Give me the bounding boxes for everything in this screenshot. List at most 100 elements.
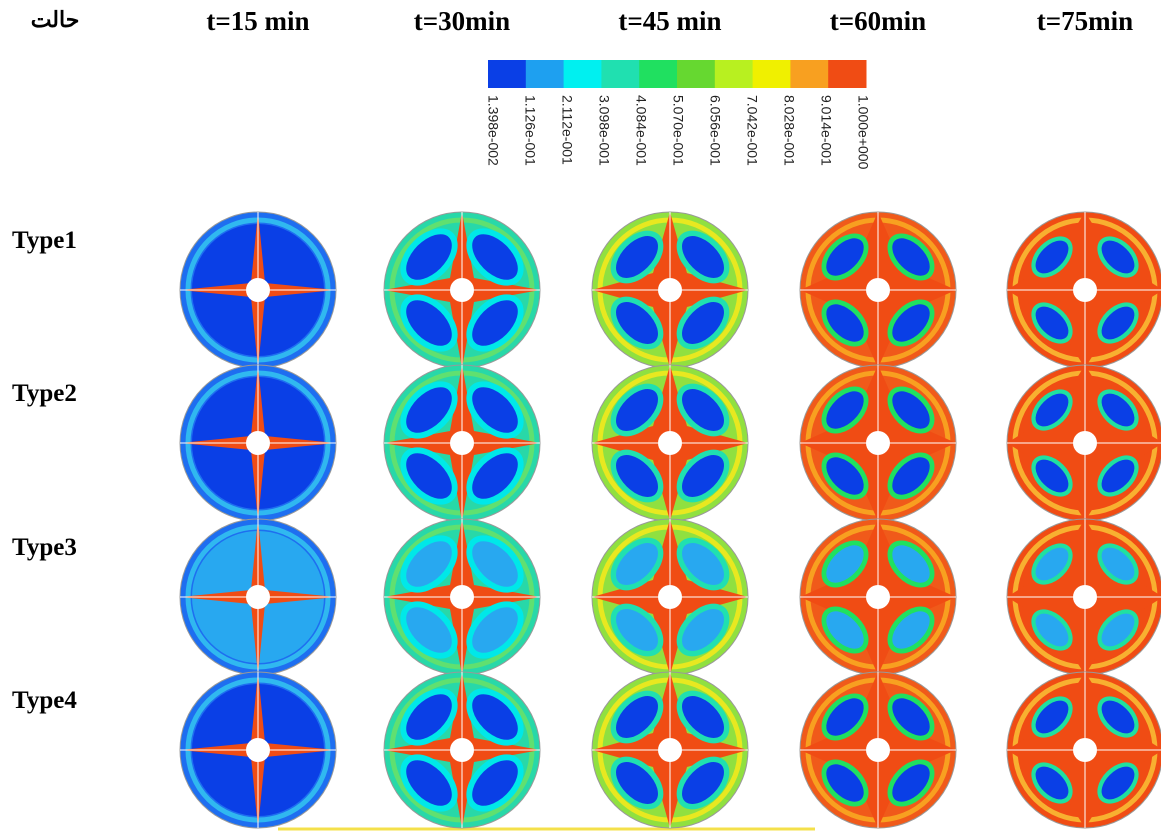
lobe (1101, 613, 1135, 647)
hole (1073, 585, 1097, 609)
column-header: t=45 min (618, 6, 721, 36)
hole (658, 585, 682, 609)
lobe (616, 389, 658, 431)
contour-disk (1006, 518, 1161, 676)
contour-disk (799, 211, 957, 369)
lobe (472, 387, 518, 433)
lobe (1101, 459, 1135, 493)
lobe (1035, 700, 1069, 734)
lobe (892, 304, 930, 342)
colorbar-label: 7.042e-001 (744, 95, 760, 166)
colorbar-label: 1.000e+000 (855, 95, 871, 170)
hole (246, 585, 270, 609)
lobe (472, 234, 518, 280)
colorbar-cell (714, 60, 754, 88)
row-label: Type4 (12, 687, 77, 714)
lobe (406, 694, 452, 740)
contour-disk (591, 211, 749, 369)
colorbar-cell (790, 60, 829, 88)
lobe (1101, 240, 1135, 274)
hole (866, 585, 890, 609)
contour-disk (799, 364, 957, 522)
colorbar-cell (525, 60, 565, 88)
lobe (1035, 547, 1069, 581)
lobe (682, 236, 724, 278)
lobe (1101, 700, 1135, 734)
lobe (1035, 459, 1069, 493)
lobe (892, 764, 930, 802)
hole (866, 278, 890, 302)
lobe (826, 457, 864, 495)
contour-disk (383, 671, 541, 829)
column-header: t=30min (414, 6, 510, 36)
contour-disk (179, 518, 337, 676)
lobe (682, 543, 724, 585)
contour-disk (1006, 211, 1161, 369)
lobe (472, 300, 518, 346)
lobe (1101, 393, 1135, 427)
contour-disk (591, 518, 749, 676)
colorbar-cell (639, 60, 678, 88)
lobe (1101, 766, 1135, 800)
contour-disk (1006, 671, 1161, 829)
lobe (406, 541, 452, 587)
colorbar-label: 6.056e-001 (707, 95, 723, 166)
lobe (892, 611, 930, 649)
hole (450, 278, 474, 302)
lobe (1101, 547, 1135, 581)
lobe (682, 696, 724, 738)
lobe (472, 607, 518, 653)
lobe (892, 391, 930, 429)
lobe (472, 541, 518, 587)
lobe (472, 694, 518, 740)
lobe (826, 764, 864, 802)
contour-disk (1006, 364, 1161, 522)
lobe (892, 238, 930, 276)
lobe (1035, 613, 1069, 647)
lobe (826, 238, 864, 276)
lobe (616, 543, 658, 585)
lobe (616, 302, 658, 344)
lobe (1035, 393, 1069, 427)
lobe (826, 698, 864, 736)
colorbar-cell (828, 60, 867, 88)
lobe (682, 302, 724, 344)
hole (1073, 431, 1097, 455)
colorbar-cell (563, 60, 602, 88)
colorbar-label: 9.014e-001 (818, 95, 834, 166)
lobe (616, 762, 658, 804)
lobe (406, 387, 452, 433)
lobe (826, 304, 864, 342)
lobe (616, 455, 658, 497)
lobe (892, 457, 930, 495)
lobe (1035, 766, 1069, 800)
hole (1073, 738, 1097, 762)
lobe (682, 389, 724, 431)
lobe (682, 455, 724, 497)
lobe (1101, 306, 1135, 340)
hole (246, 278, 270, 302)
lobe (616, 609, 658, 651)
row-label: Type2 (12, 380, 77, 407)
lobe (1035, 306, 1069, 340)
lobe (472, 453, 518, 499)
column-header: t=60min (830, 6, 926, 36)
lobe (406, 300, 452, 346)
colorbar-label: 1.398e-002 (485, 95, 501, 166)
lobe (826, 391, 864, 429)
row-label: Type3 (12, 534, 77, 561)
lobe (892, 698, 930, 736)
lobe (406, 607, 452, 653)
contour-disk (179, 211, 337, 369)
colorbar-cell (601, 60, 640, 88)
hole (450, 431, 474, 455)
hole (866, 431, 890, 455)
lobe (616, 696, 658, 738)
hole (450, 738, 474, 762)
hole (450, 585, 474, 609)
lobe (406, 760, 452, 806)
hole (658, 278, 682, 302)
contour-disk (179, 364, 337, 522)
hole (246, 431, 270, 455)
